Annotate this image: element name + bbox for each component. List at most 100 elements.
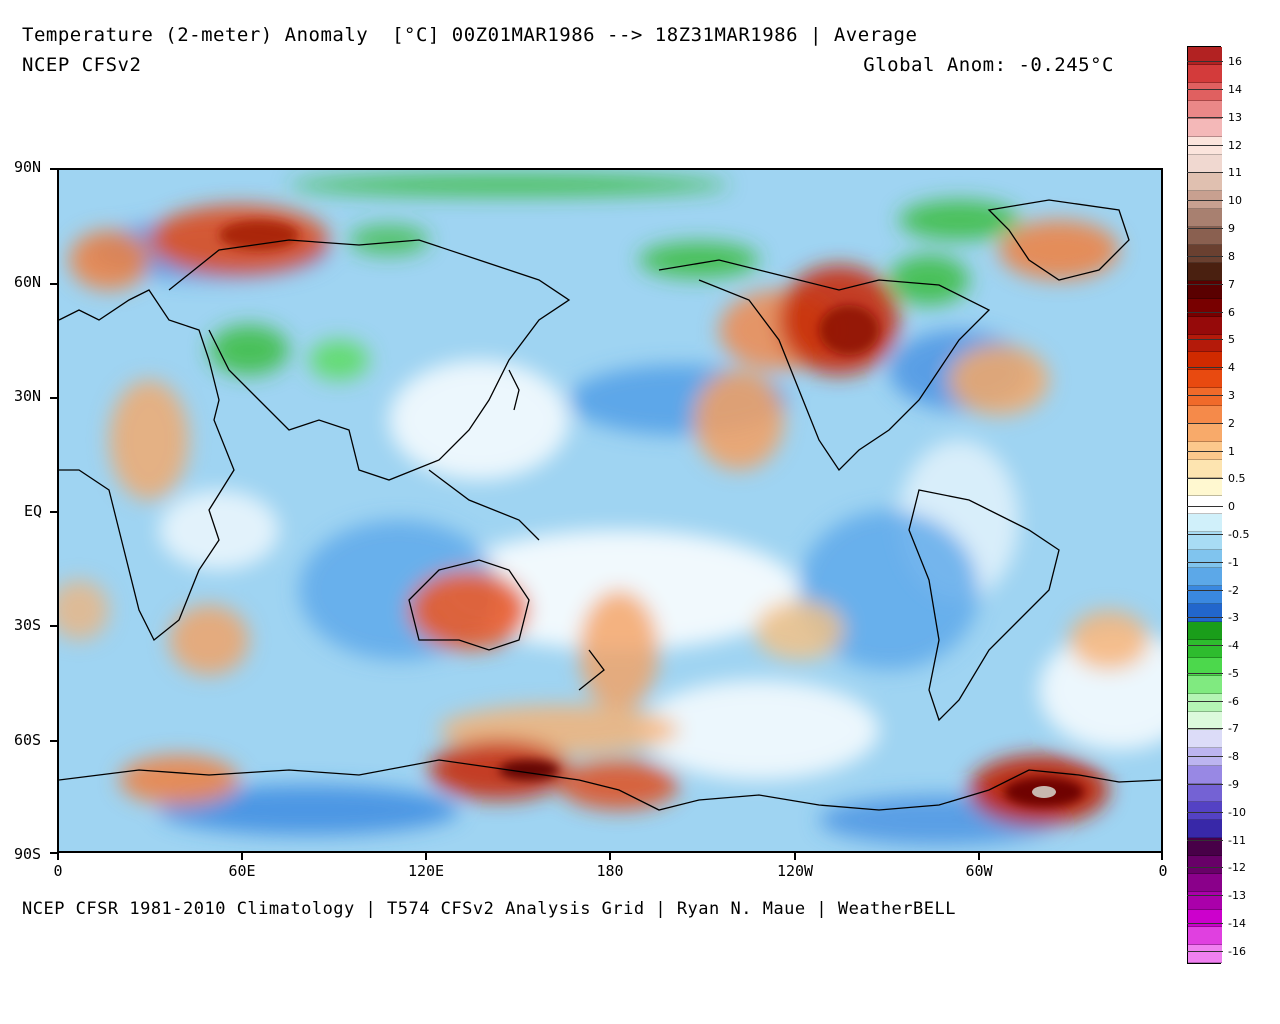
colorbar-swatch bbox=[1188, 568, 1222, 587]
colorbar-swatch bbox=[1188, 496, 1222, 515]
colorbar-swatch bbox=[1188, 604, 1222, 622]
lon-label-0-east: 0 bbox=[1158, 862, 1168, 880]
lat-tick bbox=[50, 168, 57, 170]
colorbar-label: -14 bbox=[1228, 917, 1246, 930]
colorbar-swatch bbox=[1188, 478, 1222, 497]
lat-tick bbox=[50, 283, 57, 285]
colorbar-label: -13 bbox=[1228, 889, 1246, 902]
lat-tick bbox=[50, 625, 57, 627]
colorbar-tick bbox=[1187, 451, 1223, 452]
lat-label-30n: 30N bbox=[14, 387, 42, 405]
colorbar-label: -4 bbox=[1228, 639, 1239, 652]
colorbar-label: 11 bbox=[1228, 166, 1242, 179]
lat-label-90s: 90S bbox=[14, 845, 42, 863]
colorbar-tick bbox=[1187, 228, 1223, 229]
lon-tick bbox=[241, 853, 243, 860]
colorbar-label: 10 bbox=[1228, 194, 1242, 207]
colorbar-tick bbox=[1187, 423, 1223, 424]
colorbar-swatch bbox=[1188, 208, 1222, 227]
colorbar-label: -2 bbox=[1228, 584, 1239, 597]
colorbar-tick bbox=[1187, 562, 1223, 563]
colorbar-label: -8 bbox=[1228, 750, 1239, 763]
colorbar-tick bbox=[1187, 617, 1223, 618]
colorbar-swatch bbox=[1188, 190, 1222, 209]
colorbar-label: -10 bbox=[1228, 806, 1246, 819]
colorbar-label: -7 bbox=[1228, 722, 1239, 735]
colorbar-tick bbox=[1187, 256, 1223, 257]
colorbar-swatch bbox=[1188, 873, 1222, 892]
colorbar-tick bbox=[1187, 478, 1223, 479]
colorbar-label: -6 bbox=[1228, 695, 1239, 708]
colorbar-label: 4 bbox=[1228, 361, 1235, 374]
lat-label-90n: 90N bbox=[14, 158, 42, 176]
credit-line: NCEP CFSR 1981-2010 Climatology | T574 C… bbox=[22, 899, 956, 919]
colorbar-swatch bbox=[1188, 801, 1222, 820]
colorbar-label: 13 bbox=[1228, 111, 1242, 124]
colorbar-swatch bbox=[1188, 154, 1222, 173]
colorbar-tick bbox=[1187, 506, 1223, 507]
lon-label-120e: 120E bbox=[407, 862, 445, 880]
colorbar-label: 1 bbox=[1228, 445, 1235, 458]
global-anomaly-value: Global Anom: -0.245°C bbox=[863, 54, 1114, 76]
lon-tick bbox=[794, 853, 796, 860]
colorbar-tick bbox=[1187, 145, 1223, 146]
colorbar-label: 12 bbox=[1228, 139, 1242, 152]
colorbar-label: 0 bbox=[1228, 500, 1235, 513]
lon-label-60w: 60W bbox=[965, 862, 993, 880]
colorbar-swatch bbox=[1188, 388, 1222, 407]
colorbar-tick bbox=[1187, 840, 1223, 841]
colorbar-swatch bbox=[1188, 765, 1222, 784]
colorbar-tick bbox=[1187, 867, 1223, 868]
colorbar-label: 0.5 bbox=[1228, 472, 1246, 485]
colorbar-swatch bbox=[1188, 64, 1222, 83]
map-title: Temperature (2-meter) Anomaly [°C] 00Z01… bbox=[22, 24, 918, 46]
lat-tick bbox=[50, 511, 57, 513]
colorbar-label: 16 bbox=[1228, 55, 1242, 68]
colorbar-swatch bbox=[1188, 244, 1222, 263]
lon-label-0: 0 bbox=[53, 862, 63, 880]
colorbar-swatch bbox=[1188, 460, 1222, 479]
colorbar-swatch bbox=[1188, 172, 1222, 191]
colorbar-tick bbox=[1187, 728, 1223, 729]
colorbar-swatch bbox=[1188, 819, 1222, 838]
lat-tick bbox=[50, 397, 57, 399]
colorbar-label: -11 bbox=[1228, 834, 1246, 847]
colorbar-swatch bbox=[1188, 424, 1222, 443]
lat-tick bbox=[50, 852, 57, 854]
colorbar-label: -1 bbox=[1228, 556, 1239, 569]
colorbar-tick bbox=[1187, 590, 1223, 591]
colorbar-swatch bbox=[1188, 693, 1222, 712]
colorbar-swatch bbox=[1188, 909, 1222, 928]
colorbar-label: 5 bbox=[1228, 333, 1235, 346]
colorbar-label: -12 bbox=[1228, 861, 1246, 874]
colorbar-label: 9 bbox=[1228, 222, 1235, 235]
colorbar-label: 2 bbox=[1228, 417, 1235, 430]
colorbar-swatch bbox=[1188, 118, 1222, 137]
colorbar-tick bbox=[1187, 812, 1223, 813]
colorbar-tick bbox=[1187, 534, 1223, 535]
model-name: NCEP CFSv2 bbox=[22, 54, 142, 76]
colorbar-swatch bbox=[1188, 783, 1222, 802]
colorbar-tick bbox=[1187, 395, 1223, 396]
lat-tick bbox=[50, 740, 57, 742]
lat-label-eq: EQ bbox=[24, 502, 43, 520]
colorbar-tick bbox=[1187, 923, 1223, 924]
colorbar-tick bbox=[1187, 895, 1223, 896]
colorbar-tick bbox=[1187, 312, 1223, 313]
colorbar-swatch bbox=[1188, 945, 1222, 964]
colorbar-tick bbox=[1187, 89, 1223, 90]
colorbar bbox=[1187, 46, 1222, 965]
lat-label-60s: 60S bbox=[14, 731, 42, 749]
colorbar-tick bbox=[1187, 645, 1223, 646]
colorbar-swatch bbox=[1188, 226, 1222, 245]
colorbar-label: -16 bbox=[1228, 945, 1246, 958]
colorbar-tick bbox=[1187, 673, 1223, 674]
colorbar-swatch bbox=[1188, 837, 1222, 856]
colorbar-swatch bbox=[1188, 370, 1222, 389]
lat-label-60n: 60N bbox=[14, 273, 42, 291]
coastlines bbox=[59, 199, 1161, 811]
colorbar-tick bbox=[1187, 117, 1223, 118]
colorbar-swatch bbox=[1188, 622, 1222, 640]
colorbar-swatch bbox=[1188, 891, 1222, 910]
colorbar-tick bbox=[1187, 756, 1223, 757]
